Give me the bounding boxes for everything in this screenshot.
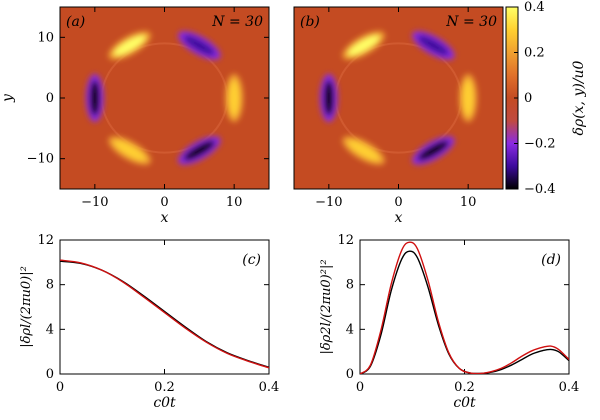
y-tick-label: 0 [46, 91, 54, 106]
x-tick-label: 0.4 [259, 380, 280, 395]
colorbar: 0.4 0.2 0 −0.2 −0.4 δρ(x, y)/u0 [505, 0, 587, 197]
heatmap-lobe [225, 74, 244, 122]
panel-annotation: N = 30 [211, 14, 263, 30]
x-tick-label: −10 [315, 195, 342, 210]
y-tick-label: 4 [346, 322, 354, 337]
y-tick-label: 10 [37, 30, 54, 45]
x-tick-label: 0 [394, 195, 402, 210]
x-tick-label: −10 [81, 195, 108, 210]
heatmap-field [319, 31, 478, 165]
y-axis-label: y [0, 93, 16, 103]
heatmap-lobe [342, 31, 385, 60]
heatmap-panel-b: −10 0 10 x (b) N = 30 [293, 6, 504, 226]
y-tick-label: 0 [346, 367, 354, 382]
y-tick-label: 4 [46, 322, 54, 337]
x-tick-label: 10 [226, 195, 243, 210]
x-tick-label: 0.2 [454, 380, 475, 395]
x-tick-label: 10 [460, 195, 477, 210]
heatmap-lobe [178, 31, 221, 60]
heatmap-lobe-core [463, 80, 474, 116]
y-tick-label: 8 [346, 278, 354, 293]
colorbar-tick-label: 0.2 [524, 46, 545, 61]
heatmap-lobe-core [113, 35, 146, 56]
heatmap-lobe [108, 136, 151, 165]
heatmap-lobe-core [347, 140, 380, 161]
x-tick-label: 0 [56, 380, 64, 395]
colorbar-label: δρ(x, y)/u0 [571, 60, 587, 135]
x-tick-label: 0.2 [154, 380, 175, 395]
x-tick-label: 0 [356, 380, 364, 395]
heatmap-field [85, 31, 244, 165]
y-tick-label: 8 [46, 278, 54, 293]
x-axis-label: c0t [153, 395, 176, 411]
heatmap-lobe [342, 136, 385, 165]
heatmap-lobe [319, 74, 338, 122]
series-group [60, 259, 269, 369]
panel-label: (b) [300, 14, 320, 30]
heatmap-lobe [85, 74, 104, 122]
y-tick-label: 12 [37, 233, 54, 248]
plot-frame [59, 239, 270, 375]
heatmap-panel-a: −10 0 10 x 10 0 −10 y (a) N = 30 [0, 6, 270, 226]
heatmap-lobe-core [89, 80, 100, 116]
series-line-black [360, 250, 569, 374]
x-axis-label: c0t [453, 395, 476, 411]
colorbar-tick-label: −0.2 [524, 137, 556, 152]
heatmap-lobe [108, 31, 151, 60]
series-line-red [60, 259, 269, 369]
colorbar-tick-label: 0 [524, 91, 532, 106]
line-panel-c: 0 0.2 0.4 0 4 8 12 (c) c0t |δρl/(2πu0)|² [19, 233, 279, 411]
heatmap-lobe-core [183, 140, 216, 161]
heatmap-lobe-core [229, 80, 240, 116]
panel-label: (a) [66, 14, 85, 30]
heatmap-lobe-core [347, 35, 380, 56]
y-axis-label: |δρ2l/(2πu0)²|² [319, 259, 334, 354]
y-tick-label: 0 [46, 367, 54, 382]
heatmap-lobe-core [183, 35, 216, 56]
heatmap-lobe [412, 31, 455, 60]
x-axis-label: x [395, 210, 403, 226]
heatmap-lobe [459, 74, 478, 122]
series-group [360, 241, 569, 374]
series-line-red [360, 241, 569, 374]
y-tick-label: −10 [27, 152, 54, 167]
x-axis-label: x [161, 210, 169, 226]
heatmap-lobe-core [323, 80, 334, 116]
x-tick-label: 0.4 [559, 380, 580, 395]
line-panel-d: 0 0.2 0.4 0 4 8 12 (d) c0t |δρ2l/(2πu0)²|² [319, 233, 579, 411]
series-line-black [60, 260, 269, 368]
heatmap-lobe [178, 136, 221, 165]
y-tick-label: 12 [337, 233, 354, 248]
panel-label: (d) [541, 252, 561, 268]
heatmap-lobe-core [417, 35, 450, 56]
colorbar-tick-label: −0.4 [524, 182, 556, 197]
x-tick-label: 0 [160, 195, 168, 210]
panel-label: (c) [242, 252, 261, 268]
colorbar-tick-label: 0.4 [524, 0, 545, 15]
heatmap-lobe-core [113, 140, 146, 161]
y-axis-label: |δρl/(2πu0)|² [19, 266, 34, 348]
heatmap-lobe-core [417, 140, 450, 161]
plot-frame [359, 239, 570, 375]
panel-annotation: N = 30 [445, 14, 497, 30]
heatmap-lobe [412, 136, 455, 165]
